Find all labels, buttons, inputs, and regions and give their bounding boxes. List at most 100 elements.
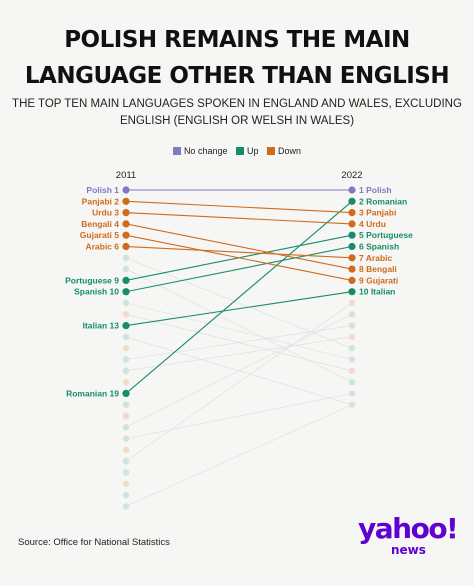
dot-2011-bengali [122,220,130,228]
faint-link-2 [125,302,353,360]
dot-2011-urdu [122,209,130,217]
dot-2011-spanish [122,288,130,296]
label-2011-arabic: Arabic 6 [85,242,119,252]
other-dot-2011-rank-15 [122,345,130,352]
other-dot-2011-rank-17 [122,367,130,374]
legend-item-nochange: No change [172,146,228,156]
label-2011-panjabi: Panjabi 2 [82,196,120,206]
label-2022-spanish: 6 Spanish [359,242,399,252]
slope-chart: Polish 1 1 Polish Romanian 19 2 Romanian Pan… [65,170,413,510]
other-dot-2011-rank-12 [122,311,130,318]
other-dot-2022-rank-12 [348,311,356,318]
line-spanish [125,245,353,293]
other-dot-2011-rank-16 [122,356,130,363]
legend-item-up: Up [236,146,259,156]
other-dot-2022-rank-14 [348,333,356,341]
faint-link-10 [125,404,353,507]
logo-brand: yahoo! [358,512,459,545]
dot-2022-italian [348,288,356,296]
label-2011-polish: Polish 1 [86,185,119,195]
label-2022-panjabi: 3 Panjabi [359,208,396,218]
other-dot-2011-rank-22 [122,424,130,431]
line-bengali [125,223,353,270]
faint-link-7 [125,313,353,428]
other-dot-2022-rank-17 [348,367,356,374]
line-italian [125,291,353,327]
dot-2022-bengali [348,265,356,273]
other-dot-2011-rank-29 [122,503,130,510]
other-dot-2022-rank-13 [348,322,356,329]
dot-2011-polish [122,186,130,194]
other-dot-2011-rank-28 [122,491,130,499]
dot-2011-panjabi [122,197,130,205]
year-label-2011: 2011 [116,170,136,181]
label-2011-romanian: Romanian 19 [66,388,119,398]
other-dot-2022-rank-18 [348,378,356,386]
legend-swatch-nochange [172,147,181,155]
label-2022-portuguese: 5 Portuguese [359,230,413,240]
label-2011-gujarati: Gujarati 5 [80,230,119,240]
other-dot-2011-rank-27 [122,480,130,487]
other-dot-2011-rank-20 [122,401,130,408]
year-label-2022: 2022 [341,170,362,181]
rank-labels: Polish 1 1 Polish Romanian 19 2 Romanian Pan… [65,185,413,398]
legend-item-down: Down [267,146,301,156]
other-dot-2011-rank-11 [122,299,130,307]
legend-swatch-down [267,147,276,155]
label-2022-gujarati: 9 Gujarati [359,275,398,285]
other-dot-2011-rank-18 [122,378,130,386]
dot-2011-gujarati [122,231,130,239]
yahoo-news-logo: yahoo! news [358,514,460,557]
other-dot-2022-rank-15 [348,345,356,352]
label-2022-arabic: 7 Arabic [359,253,393,263]
other-dot-2011-rank-7 [122,254,130,261]
dot-2022-romanian [348,197,356,205]
label-2022-romanian: 2 Romanian [359,196,407,206]
dot-2022-polish [348,186,356,194]
dot-2022-gujarati [348,276,356,284]
dot-2011-italian [122,322,130,330]
dot-2022-panjabi [348,209,356,217]
legend-label-nochange: No change [183,146,228,156]
label-2011-urdu: Urdu 3 [92,208,119,218]
other-dot-2011-rank-25 [122,458,130,465]
legend-label-up: Up [247,146,259,156]
other-dot-2011-rank-14 [122,333,130,341]
legend-label-down: Down [278,146,302,156]
faint-link-9 [125,302,353,462]
legend-swatch-up [236,147,244,155]
other-dot-2022-rank-16 [348,356,356,363]
label-2011-portuguese: Portuguese 9 [65,275,119,285]
rank-dots [122,186,356,510]
other-dot-2022-rank-19 [348,390,356,397]
other-dot-2011-rank-21 [122,412,130,420]
dot-2022-arabic [348,254,356,262]
label-2011-bengali: Bengali 4 [81,219,119,229]
chart-subtitle: THE TOP TEN MAIN LANGUAGES SPOKEN IN ENG… [12,98,462,127]
label-2022-bengali: 8 Bengali [359,264,397,274]
dot-2022-portuguese [348,231,356,239]
other-dot-2022-rank-20 [348,401,356,408]
other-dot-2011-rank-8 [122,265,130,273]
faint-link-6 [125,336,353,372]
dot-2022-spanish [348,242,356,251]
line-romanian [125,200,353,394]
label-2022-urdu: 4 Urdu [359,219,386,229]
faint-link-5 [125,325,353,360]
chart-title: POLISH REMAINS THE MAIN LANGUAGE OTHER T… [24,27,450,89]
label-2022-polish: 1 Polish [359,185,392,195]
line-gujarati [125,234,353,281]
dot-2011-portuguese [122,276,130,284]
other-dot-2011-rank-26 [122,469,130,476]
other-dot-2011-rank-23 [122,435,130,442]
label-2022-italian: 10 Italian [359,287,395,297]
label-2011-italian: Italian 13 [83,321,120,331]
dot-2011-arabic [122,242,130,251]
line-panjabi [125,200,353,214]
legend: No change Up Down [0,146,474,156]
faint-link-1 [125,268,353,383]
source-note: Source: Office for National Statistics [18,537,170,548]
dot-2022-urdu [348,220,356,228]
other-dot-2022-rank-11 [348,299,356,307]
label-2011-spanish: Spanish 10 [74,287,119,297]
